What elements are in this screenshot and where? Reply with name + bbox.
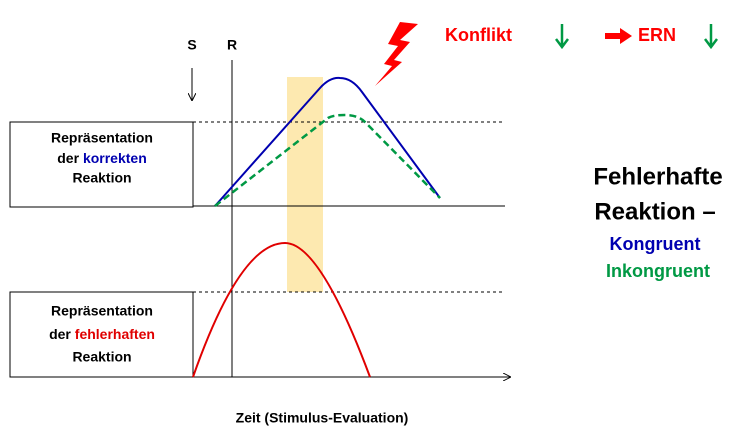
konflikt: Konflikt [445,25,512,45]
box-line: Reaktion [72,349,131,365]
legend: Fehlerhafte Reaktion – Kongruent Inkongr… [593,163,722,280]
ern: ERN [638,25,676,45]
curve-incongruent [214,113,441,207]
box-prefix: der [49,326,71,342]
box-error [9,291,194,378]
box-line: der korrekten [57,150,147,166]
legend-title: Reaktion – [594,198,715,225]
legend-item: Kongruent [610,234,701,254]
curve-error [192,241,371,378]
curve-congruent [214,76,441,207]
down-arrows [555,24,718,50]
label-r: R [227,37,237,53]
box-line: Repräsentation [51,130,153,146]
box-word: fehlerhaften [75,326,155,342]
right-arrow [605,28,632,44]
box-line: der fehlerhaften [49,326,155,342]
lightning [375,22,418,86]
legend-item: Inkongruent [606,261,710,281]
box-line: Reaktion [72,170,131,186]
box-word: korrekten [83,150,147,166]
x-axis-label: Zeit (Stimulus-Evaluation) [236,410,409,426]
box-correct [9,121,194,208]
box-line: Repräsentation [51,303,153,319]
highlight-window [287,77,323,292]
box-texts: Repräsentation der korrekten Reaktion Re… [49,130,155,365]
box-prefix: der [57,150,79,166]
legend-title: Fehlerhafte [593,163,722,190]
label-s: S [187,37,196,53]
